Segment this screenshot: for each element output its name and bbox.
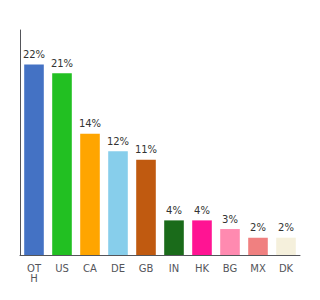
svg-text:US: US xyxy=(55,263,69,274)
svg-text:12%: 12% xyxy=(107,136,129,147)
svg-text:DK: DK xyxy=(279,263,294,274)
svg-text:BG: BG xyxy=(223,263,237,274)
svg-text:21%: 21% xyxy=(51,58,73,69)
svg-text:OT: OT xyxy=(27,262,41,274)
svg-text:HK: HK xyxy=(195,263,210,274)
svg-text:3%: 3% xyxy=(222,214,238,225)
svg-text:H: H xyxy=(30,273,38,284)
svg-text:GB: GB xyxy=(139,263,154,274)
svg-text:IN: IN xyxy=(169,263,179,274)
svg-text:DE: DE xyxy=(111,263,125,274)
svg-text:4%: 4% xyxy=(194,205,210,216)
svg-text:MX: MX xyxy=(250,263,266,274)
svg-text:CA: CA xyxy=(83,263,97,274)
svg-text:14%: 14% xyxy=(79,118,101,129)
svg-text:2%: 2% xyxy=(250,222,266,233)
svg-text:11%: 11% xyxy=(135,144,157,155)
svg-text:22%: 22% xyxy=(23,49,45,60)
svg-text:4%: 4% xyxy=(166,205,182,216)
svg-text:2%: 2% xyxy=(278,222,294,233)
